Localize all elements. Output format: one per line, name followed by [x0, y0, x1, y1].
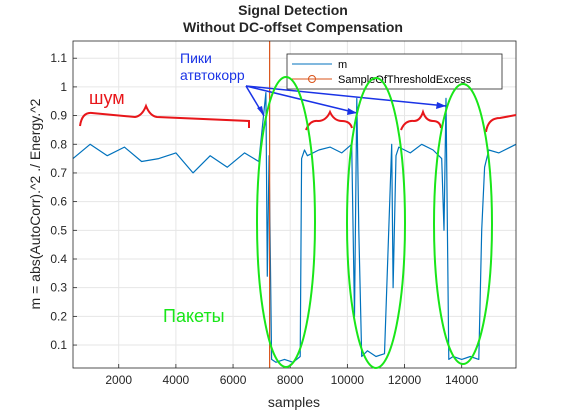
legend-entry-m: m — [338, 59, 347, 71]
plot-box — [72, 40, 517, 369]
y-tick-label: 0.7 — [50, 166, 67, 180]
noise-brace-left — [79, 103, 250, 128]
y-tick-label: 0.5 — [50, 223, 67, 237]
series-m-line — [72, 91, 517, 363]
legend-box — [286, 53, 503, 90]
x-axis-label: samples — [268, 394, 320, 410]
y-tick-label: 0.1 — [50, 338, 67, 352]
noise-brace-right — [400, 108, 442, 131]
peaks-annotation-line-1: Пики — [180, 50, 212, 66]
y-tick-label: 0.2 — [50, 309, 67, 323]
legend-marker-threshold — [308, 75, 316, 83]
peak-arrowhead-1 — [257, 106, 264, 116]
peak-arrowhead-3 — [436, 102, 446, 109]
packets-annotation: Пакеты — [163, 306, 225, 326]
x-tick-label: 8000 — [277, 373, 304, 387]
axis-ticks: 2000 4000 6000 8000 10000 12000 14000 0.1 0.2 0.3… — [50, 51, 478, 387]
legend-entry-threshold: SampleOfThresholdExcess — [338, 74, 472, 86]
y-tick-label: 0.3 — [50, 281, 67, 295]
noise-brace-middle — [305, 109, 353, 131]
y-tick-label: 0.9 — [50, 109, 67, 123]
y-tick-label: 1.1 — [50, 51, 67, 65]
x-tick-label: 6000 — [220, 373, 247, 387]
chart-title-line-1: Signal Detection — [238, 2, 348, 18]
plot-area — [73, 41, 516, 368]
x-tick-label: 2000 — [105, 373, 132, 387]
packet-ellipse-1 — [256, 76, 316, 368]
peak-arrowhead-2 — [347, 108, 357, 115]
plot-series — [72, 41, 517, 368]
peaks-annotation-line-2: атвтокорр — [180, 67, 245, 83]
y-axis-label: m = abs(AutoCorr).^2 ./ Energy.^2 — [27, 98, 43, 309]
peak-arrow-3 — [245, 85, 447, 107]
noise-annotation: шум — [89, 88, 125, 108]
x-tick-label: 14000 — [445, 373, 479, 387]
y-tick-label: 0.8 — [50, 137, 67, 151]
annotation-shapes — [79, 76, 517, 369]
grid-lines — [73, 41, 516, 368]
y-tick-label: 0.6 — [50, 195, 67, 209]
x-tick-label: 4000 — [163, 373, 190, 387]
y-tick-label: 1 — [60, 80, 67, 94]
packet-ellipse-3 — [433, 83, 493, 365]
chart-title-line-2: Without DC-offset Compensation — [183, 19, 403, 35]
noise-brace-edge — [485, 114, 517, 133]
legend: m SampleOfThresholdExcess — [286, 53, 503, 90]
y-tick-label: 0.4 — [50, 252, 67, 266]
x-tick-label: 12000 — [388, 373, 422, 387]
packet-ellipse-2 — [346, 77, 406, 369]
x-tick-label: 10000 — [331, 373, 365, 387]
